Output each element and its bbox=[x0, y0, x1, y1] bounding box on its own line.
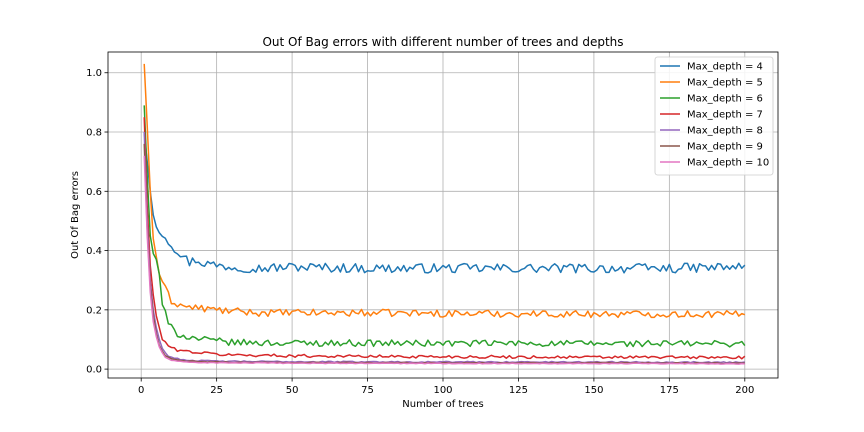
x-tick-label: 0 bbox=[138, 385, 144, 396]
legend-entry-label: Max_depth = 10 bbox=[687, 158, 769, 169]
x-tick-label: 150 bbox=[584, 385, 603, 396]
x-tick-label: 100 bbox=[433, 385, 452, 396]
x-tick-label: 25 bbox=[210, 385, 223, 396]
x-tick-label: 175 bbox=[660, 385, 679, 396]
legend-entry-label: Max_depth = 4 bbox=[687, 62, 763, 73]
x-tick-label: 75 bbox=[361, 385, 374, 396]
y-tick-label: 0.2 bbox=[86, 305, 102, 316]
legend-entry-label: Max_depth = 8 bbox=[687, 126, 763, 137]
legend-entry-label: Max_depth = 6 bbox=[687, 94, 763, 105]
y-tick-label: 1.0 bbox=[86, 68, 102, 79]
series-line-depth-9 bbox=[143, 143, 745, 365]
series-line-depth-10 bbox=[143, 155, 745, 365]
x-axis-ticks: 0 25 50 75 100 125 150 175 200 bbox=[138, 378, 754, 396]
legend-entry-label: Max_depth = 7 bbox=[687, 110, 763, 121]
legend-box bbox=[654, 56, 774, 176]
x-tick-label: 50 bbox=[286, 385, 299, 396]
legend-entry-label: Max_depth = 9 bbox=[687, 142, 763, 153]
y-tick-label: 0.0 bbox=[86, 365, 102, 376]
legend-entry-label: Max_depth = 5 bbox=[687, 78, 763, 89]
chart-title: Out Of Bag errors with different number … bbox=[262, 35, 623, 49]
x-tick-label: 125 bbox=[509, 385, 528, 396]
x-tick-label: 200 bbox=[735, 385, 754, 396]
y-axis-ticks: 0.0 0.2 0.4 0.6 0.8 1.0 bbox=[86, 68, 108, 376]
series-lines bbox=[143, 63, 746, 365]
series-line-depth-4 bbox=[143, 131, 746, 274]
y-tick-label: 0.8 bbox=[86, 128, 102, 139]
series-line-depth-5 bbox=[143, 63, 746, 319]
y-axis-label: Out Of Bag errors bbox=[70, 171, 81, 259]
legend: Max_depth = 4 Max_depth = 5 Max_depth = 6 M… bbox=[654, 56, 774, 176]
x-axis-label: Number of trees bbox=[402, 399, 484, 410]
series-line-depth-7 bbox=[143, 117, 746, 360]
y-tick-label: 0.4 bbox=[86, 246, 102, 257]
series-line-depth-6 bbox=[143, 105, 746, 348]
y-tick-label: 0.6 bbox=[86, 187, 102, 198]
